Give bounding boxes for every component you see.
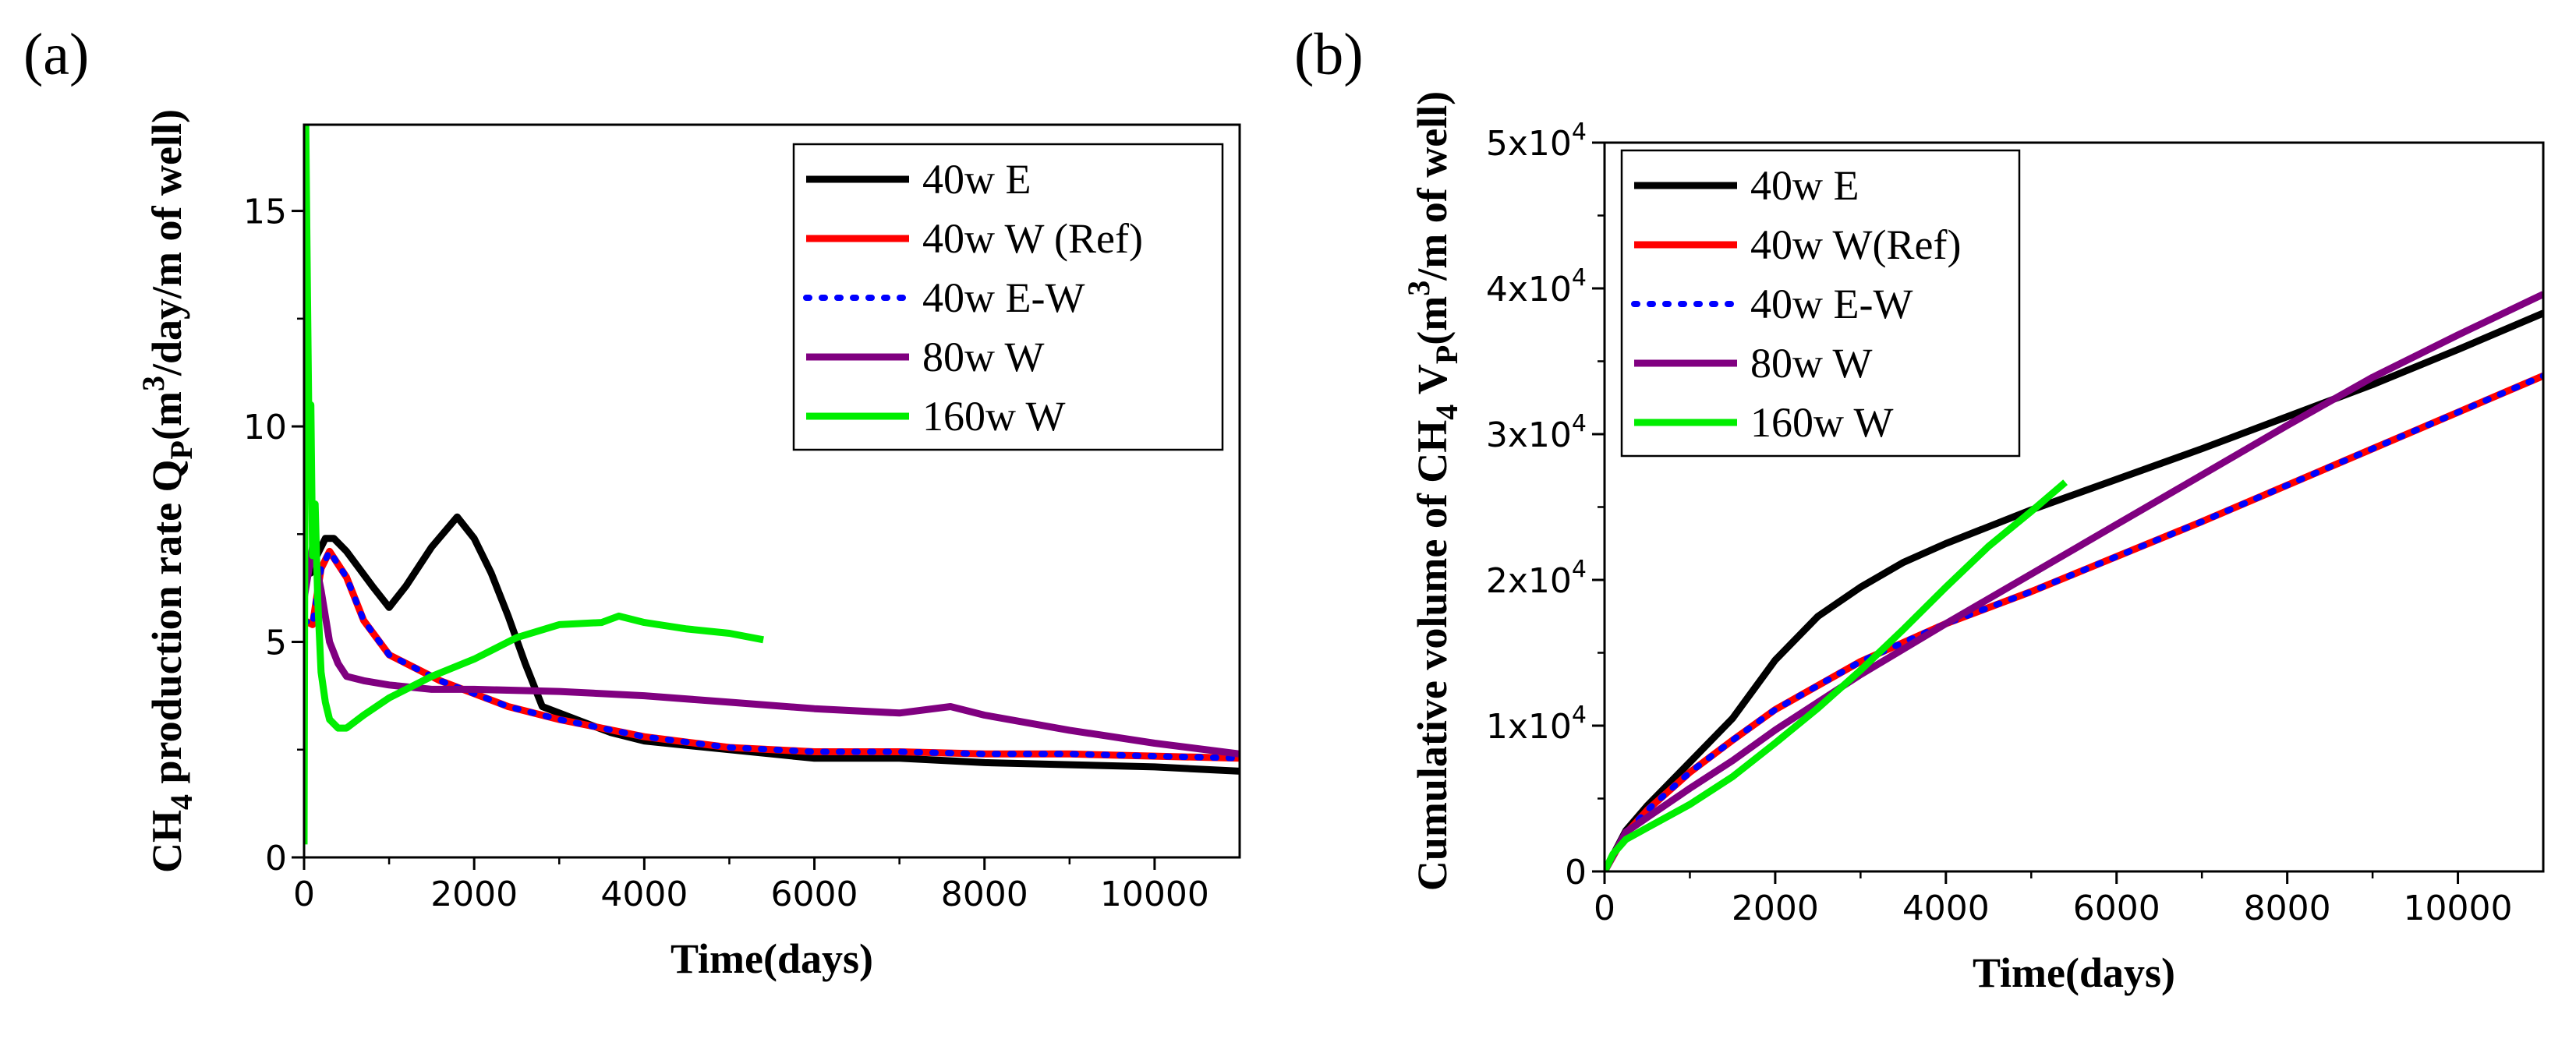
y-tick-label: 3x104 — [1486, 410, 1587, 455]
y-tick-label: 15 — [243, 193, 287, 232]
x-axis-title: Time(days) — [671, 935, 873, 982]
x-tick-label: 10000 — [2404, 889, 2513, 928]
x-tick-label: 8000 — [941, 875, 1028, 914]
series-line-0 — [304, 513, 1240, 775]
legend-box — [792, 143, 1224, 451]
y-tick-label: 1x104 — [1486, 702, 1587, 747]
legend-label: 80w W — [1750, 340, 1873, 387]
legend-label: 40w E-W — [922, 274, 1085, 321]
series-group — [304, 125, 1240, 845]
y-tick-label: 0 — [1565, 853, 1587, 892]
y-axis-title: CH4 production rate QP(m3/day/m of well) — [136, 109, 199, 873]
legend-box — [1620, 149, 2021, 458]
panel-label: (b) — [1294, 22, 1364, 87]
series-line-2 — [304, 548, 1240, 762]
x-tick-label: 8000 — [2244, 889, 2331, 928]
legend-label: 40w E — [1750, 162, 1859, 209]
chart-panel-a: (a) 0 2000 4000 6000 8000 10000 0 5 10 15 Time(days… — [23, 22, 1241, 982]
y-tick-label: 5 — [265, 624, 287, 663]
x-tick-label: 2000 — [430, 875, 518, 914]
legend-label: 40w E — [922, 156, 1031, 203]
legend-label: 160w W — [1750, 399, 1894, 446]
y-tick-label: 5x104 — [1486, 118, 1587, 164]
series-group — [1605, 291, 2543, 871]
y-tick-label: 0 — [265, 839, 287, 878]
x-axis-title: Time(days) — [1973, 949, 2175, 996]
x-tick-label: 10000 — [1100, 875, 1209, 914]
x-tick-label: 6000 — [2073, 889, 2160, 928]
x-tick-label: 4000 — [1902, 889, 1990, 928]
series-line-3 — [304, 543, 1240, 758]
legend: 40w E 40w W (Ref) 40w E-W 80w W 160w W — [792, 143, 1224, 451]
series-line-4 — [1605, 479, 2068, 871]
y-axis-title: Cumulative volume of CH4 VP(m3/m of well… — [1401, 91, 1464, 891]
series-line-3 — [1605, 291, 2543, 871]
legend-label: 40w W(Ref) — [1750, 221, 1961, 268]
x-tick-label: 2000 — [1732, 889, 1819, 928]
y-tick-label: 4x104 — [1486, 264, 1587, 309]
series-line-4 — [304, 125, 764, 845]
series-line-2 — [1605, 373, 2543, 871]
x-tick-label: 0 — [293, 875, 315, 914]
legend-label: 80w W — [922, 334, 1045, 380]
x-tick-label: 4000 — [600, 875, 688, 914]
plot-frame — [303, 123, 1241, 859]
legend-label: 40w W (Ref) — [922, 215, 1143, 262]
x-tick-label: 0 — [1594, 889, 1615, 928]
series-line-1 — [304, 547, 1240, 762]
y-tick-label: 10 — [243, 408, 287, 447]
chart-panel-b: (b) 0 2000 4000 6000 8000 10000 0 1x104 2x104 3x10… — [1294, 22, 2545, 996]
legend-label: 160w W — [922, 393, 1066, 440]
panel-label: (a) — [23, 22, 89, 87]
legend: 40w E 40w W(Ref) 40w E-W 80w W 160w W — [1620, 149, 2021, 458]
legend-label: 40w E-W — [1750, 281, 1913, 327]
y-tick-label: 2x104 — [1486, 556, 1587, 601]
x-tick-label: 6000 — [771, 875, 858, 914]
